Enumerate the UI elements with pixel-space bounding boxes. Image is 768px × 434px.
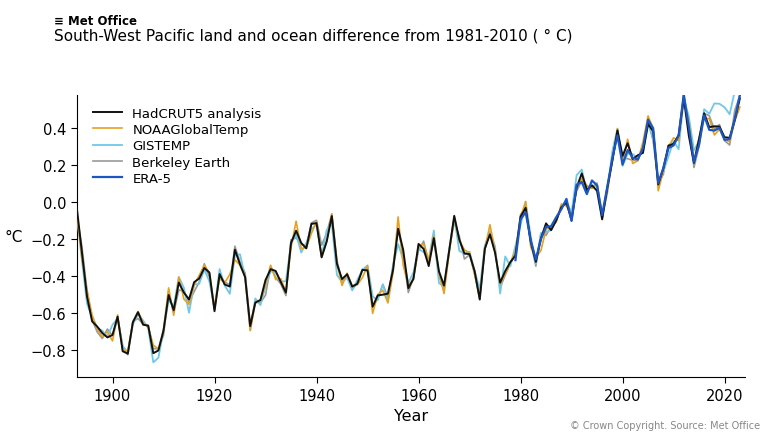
Text: ≡ Met Office: ≡ Met Office [54, 15, 137, 28]
Text: South-West Pacific land and ocean difference from 1981-2010 ( ° C): South-West Pacific land and ocean differ… [54, 28, 572, 43]
X-axis label: Year: Year [394, 408, 428, 424]
Legend: HadCRUT5 analysis, NOAAGlobalTemp, GISTEMP, Berkeley Earth, ERA-5: HadCRUT5 analysis, NOAAGlobalTemp, GISTE… [90, 105, 264, 188]
Text: © Crown Copyright. Source: Met Office: © Crown Copyright. Source: Met Office [570, 420, 760, 430]
Y-axis label: °C: °C [5, 229, 23, 244]
